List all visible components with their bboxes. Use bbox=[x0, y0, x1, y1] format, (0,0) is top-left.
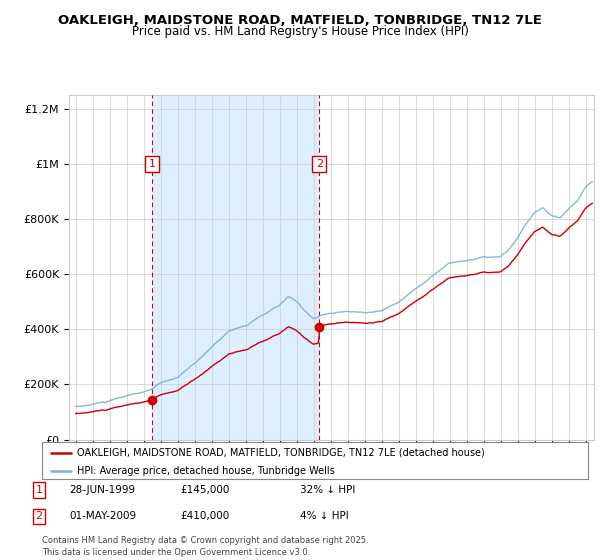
Text: HPI: Average price, detached house, Tunbridge Wells: HPI: Average price, detached house, Tunb… bbox=[77, 466, 335, 476]
Text: 1: 1 bbox=[35, 485, 43, 495]
Text: OAKLEIGH, MAIDSTONE ROAD, MATFIELD, TONBRIDGE, TN12 7LE (detached house): OAKLEIGH, MAIDSTONE ROAD, MATFIELD, TONB… bbox=[77, 447, 485, 458]
Text: 32% ↓ HPI: 32% ↓ HPI bbox=[300, 485, 355, 495]
Text: Contains HM Land Registry data © Crown copyright and database right 2025.
This d: Contains HM Land Registry data © Crown c… bbox=[42, 536, 368, 557]
Text: 2: 2 bbox=[316, 159, 323, 169]
Text: £410,000: £410,000 bbox=[180, 511, 229, 521]
Text: 4% ↓ HPI: 4% ↓ HPI bbox=[300, 511, 349, 521]
Text: OAKLEIGH, MAIDSTONE ROAD, MATFIELD, TONBRIDGE, TN12 7LE: OAKLEIGH, MAIDSTONE ROAD, MATFIELD, TONB… bbox=[58, 14, 542, 27]
Text: £145,000: £145,000 bbox=[180, 485, 229, 495]
Text: 2: 2 bbox=[35, 511, 43, 521]
Bar bbox=[152, 95, 319, 440]
Text: Price paid vs. HM Land Registry's House Price Index (HPI): Price paid vs. HM Land Registry's House … bbox=[131, 25, 469, 38]
Text: 28-JUN-1999: 28-JUN-1999 bbox=[69, 485, 135, 495]
Text: 01-MAY-2009: 01-MAY-2009 bbox=[69, 511, 136, 521]
Text: 1: 1 bbox=[149, 159, 155, 169]
